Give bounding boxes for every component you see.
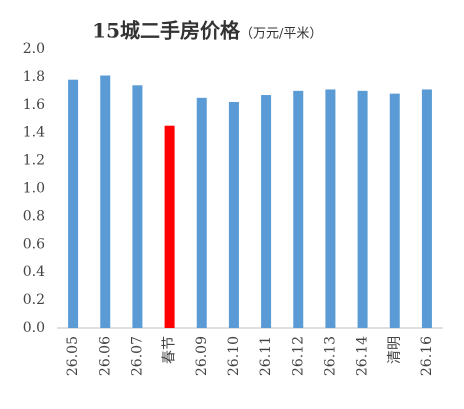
bar xyxy=(196,97,207,328)
y-tick-label: 1.8 xyxy=(23,69,45,85)
x-tick-label: 26.11 xyxy=(258,336,274,376)
x-tick-label: 26.09 xyxy=(194,336,210,376)
bar xyxy=(228,102,239,328)
x-tick-label: 清明 xyxy=(387,336,403,364)
bar xyxy=(325,89,336,328)
y-tick-label: 0.2 xyxy=(23,292,45,308)
bar xyxy=(132,85,143,329)
x-tick-label: 26.05 xyxy=(65,336,81,376)
bar xyxy=(357,90,368,328)
x-tick-label: 26.14 xyxy=(355,336,371,376)
chart-subtitle: （万元/平米） xyxy=(240,27,322,42)
bar xyxy=(421,89,432,328)
y-tick-label: 1.0 xyxy=(23,181,45,197)
y-tick-label: 0.8 xyxy=(23,208,45,224)
x-tick-label: 26.06 xyxy=(97,336,113,376)
x-tick-label: 26.16 xyxy=(419,336,435,376)
y-tick-label: 2.0 xyxy=(23,41,45,57)
bar xyxy=(68,79,79,328)
y-tick-label: 1.2 xyxy=(23,153,45,169)
chart-title: 15城二手房价格 xyxy=(92,19,241,43)
x-tick-label: 26.12 xyxy=(290,336,306,376)
bar xyxy=(100,75,111,328)
x-tick-label: 春节 xyxy=(162,336,178,364)
bar xyxy=(164,125,175,328)
y-tick-label: 0.4 xyxy=(23,264,45,280)
x-tick-label: 26.13 xyxy=(322,336,338,376)
y-tick-label: 1.6 xyxy=(23,97,45,113)
y-tick-label: 1.4 xyxy=(23,125,45,141)
y-tick-label: 0.6 xyxy=(23,236,45,252)
x-tick-label: 26.07 xyxy=(129,336,145,376)
y-tick-label: 0.0 xyxy=(23,320,45,336)
bar xyxy=(293,90,304,328)
bar xyxy=(389,93,400,328)
x-tick-label: 26.10 xyxy=(226,336,242,376)
bar xyxy=(261,95,272,328)
